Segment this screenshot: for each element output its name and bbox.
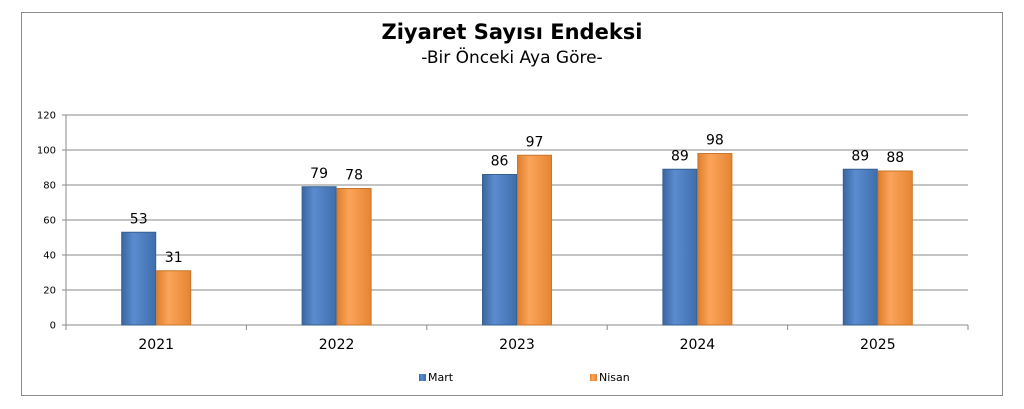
legend-label-nisan: Nisan — [599, 371, 630, 384]
data-label: 97 — [526, 134, 544, 150]
data-label: 88 — [886, 150, 904, 166]
x-tick-label: 2025 — [860, 337, 896, 353]
bar-mart-2022 — [301, 186, 337, 326]
chart-subtitle: -Bir Önceki Aya Göre- — [421, 48, 603, 68]
bar-mart-2025 — [842, 168, 878, 326]
data-label: 78 — [345, 168, 363, 184]
legend-label-mart: Mart — [428, 371, 454, 384]
bar-mart-2023 — [482, 174, 517, 326]
data-labels: 53 31 79 78 86 97 89 98 89 88 — [130, 133, 904, 266]
data-label: 31 — [165, 250, 183, 266]
y-tick-label: 0 — [50, 321, 56, 332]
y-tick-label: 20 — [43, 286, 56, 297]
x-tick-label: 2023 — [499, 337, 535, 353]
y-tick-label: 100 — [37, 146, 56, 157]
x-tick-label: 2021 — [138, 337, 174, 353]
y-tick-label: 60 — [43, 216, 56, 227]
legend-swatch-nisan — [590, 374, 597, 381]
y-tick-label: 120 — [37, 111, 56, 122]
axes: 0 20 40 60 80 100 120 2021 2022 2023 2024 2025 — [37, 111, 969, 353]
bar-nisan-2022 — [336, 188, 372, 326]
data-label: 86 — [491, 154, 509, 170]
bar-nisan-2021 — [156, 270, 192, 326]
data-label: 89 — [851, 148, 869, 164]
bars — [121, 153, 913, 326]
x-tick-label: 2022 — [319, 337, 355, 353]
bar-mart-2024 — [662, 168, 698, 326]
data-label: 89 — [671, 148, 689, 164]
legend: Mart Nisan — [419, 371, 630, 384]
y-tick-label: 80 — [43, 181, 56, 192]
data-label: 53 — [130, 211, 148, 227]
bar-nisan-2025 — [877, 170, 913, 326]
x-tick-label: 2024 — [680, 337, 716, 353]
bar-nisan-2024 — [697, 153, 733, 326]
legend-swatch-mart — [419, 374, 426, 381]
chart-title: Ziyaret Sayısı Endeksi — [381, 20, 643, 44]
data-label: 79 — [310, 166, 328, 182]
y-tick-label: 40 — [43, 251, 56, 262]
data-label: 98 — [706, 133, 724, 149]
bar-mart-2021 — [121, 231, 157, 326]
bar-nisan-2023 — [517, 154, 552, 326]
